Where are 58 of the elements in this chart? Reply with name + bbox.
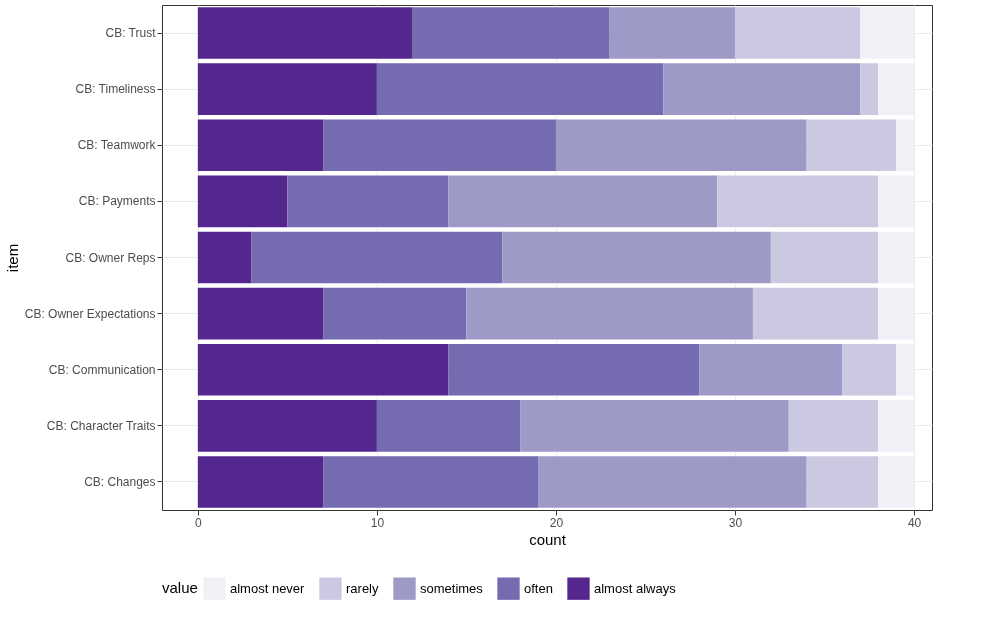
x-tick-label: 20 bbox=[549, 515, 564, 530]
bar bbox=[520, 400, 789, 452]
bar bbox=[842, 343, 897, 396]
bar bbox=[197, 287, 324, 340]
x-tick-label: 0 bbox=[194, 515, 202, 530]
bar bbox=[197, 456, 324, 508]
y-tick-label: CB: Owner Reps bbox=[65, 250, 156, 265]
bar bbox=[323, 287, 467, 340]
bar bbox=[448, 175, 718, 228]
y-tick-label: CB: Character Traits bbox=[46, 418, 156, 433]
x-tick-label: 10 bbox=[370, 515, 385, 530]
bar bbox=[609, 7, 736, 59]
bar bbox=[717, 175, 879, 228]
x-tick-label: 30 bbox=[728, 515, 743, 530]
legend-label: almost always bbox=[594, 580, 677, 596]
bar bbox=[538, 456, 807, 508]
bar bbox=[699, 343, 843, 396]
y-tick-label: CB: Trust bbox=[105, 26, 157, 41]
bar bbox=[376, 63, 664, 115]
bar bbox=[197, 119, 324, 172]
bar bbox=[663, 63, 861, 115]
y-tick-label: CB: Owner Expectations bbox=[24, 306, 156, 321]
bar bbox=[412, 7, 610, 59]
bar bbox=[323, 456, 539, 508]
x-axis-title: count bbox=[529, 530, 567, 548]
y-tick-label: CB: Teamwork bbox=[77, 138, 157, 153]
bar bbox=[448, 343, 700, 396]
legend-label: almost never bbox=[230, 580, 306, 596]
bar bbox=[197, 7, 413, 59]
bar bbox=[788, 400, 879, 452]
legend-title: value bbox=[162, 579, 198, 596]
x-tick-label: 40 bbox=[907, 515, 922, 530]
bar bbox=[287, 175, 449, 228]
bar bbox=[197, 400, 377, 452]
legend-label: often bbox=[524, 580, 553, 596]
bar bbox=[860, 63, 879, 115]
legend-label: rarely bbox=[346, 580, 380, 596]
bar bbox=[376, 400, 521, 452]
y-tick-label: CB: Timeliness bbox=[75, 82, 156, 97]
bar bbox=[197, 231, 252, 284]
bar bbox=[466, 287, 753, 340]
bar bbox=[502, 231, 771, 284]
y-tick-label: CB: Changes bbox=[84, 474, 156, 489]
bar bbox=[197, 343, 449, 396]
bar bbox=[752, 287, 879, 340]
y-tick-label: CB: Communication bbox=[48, 362, 156, 377]
bar bbox=[197, 63, 377, 115]
bar bbox=[323, 119, 556, 172]
bar bbox=[806, 456, 879, 508]
bar bbox=[251, 231, 503, 284]
y-axis-title: item bbox=[3, 243, 21, 273]
legend-label: sometimes bbox=[420, 580, 484, 596]
bar bbox=[770, 231, 879, 284]
bar bbox=[555, 119, 807, 172]
bar bbox=[806, 119, 897, 172]
bar bbox=[735, 7, 861, 59]
bar bbox=[197, 175, 288, 228]
y-tick-label: CB: Payments bbox=[78, 194, 156, 209]
